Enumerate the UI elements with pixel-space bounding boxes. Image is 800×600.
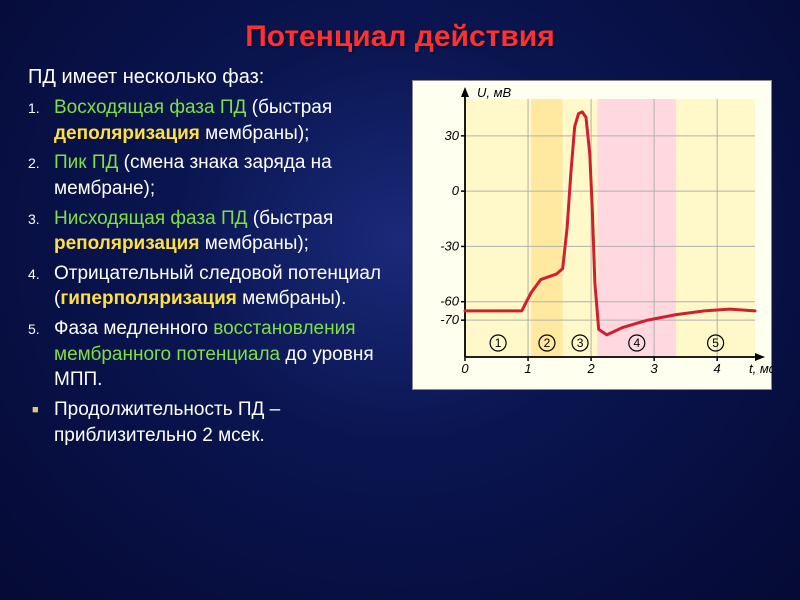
- svg-text:0: 0: [452, 183, 460, 198]
- chart-svg: 300-30-60-7001234U, мВt, мс12345: [413, 81, 773, 391]
- subtitle: ПД имеет несколько фаз:: [28, 66, 402, 89]
- svg-text:3: 3: [651, 361, 659, 376]
- slide-title: Потенциал действия: [0, 0, 800, 54]
- chart-column: 300-30-60-7001234U, мВt, мс12345: [412, 66, 782, 448]
- content-row: ПД имеет несколько фаз: Восходящая фаза …: [0, 54, 800, 448]
- list-item: Восходящая фаза ПД (быстрая деполяризаци…: [28, 95, 402, 146]
- svg-text:t, мс: t, мс: [749, 361, 773, 376]
- svg-text:4: 4: [714, 361, 721, 376]
- svg-text:30: 30: [445, 128, 460, 143]
- svg-text:2: 2: [586, 361, 595, 376]
- svg-text:2: 2: [544, 336, 551, 350]
- duration-bullet: Продолжительность ПД – приблизительно 2 …: [28, 397, 402, 448]
- list-item: Фаза медленного восстановления мембранно…: [28, 316, 402, 393]
- svg-text:0: 0: [461, 361, 469, 376]
- svg-text:1: 1: [495, 336, 502, 350]
- list-item: Пик ПД (смена знака заряда на мембране);: [28, 150, 402, 201]
- svg-text:5: 5: [712, 336, 719, 350]
- list-item: Отрицательный следовой потенциал (гиперп…: [28, 261, 402, 312]
- svg-text:4: 4: [633, 336, 640, 350]
- svg-text:3: 3: [577, 336, 584, 350]
- svg-text:-60: -60: [440, 294, 460, 309]
- svg-text:-30: -30: [440, 238, 460, 253]
- action-potential-chart: 300-30-60-7001234U, мВt, мс12345: [412, 80, 772, 390]
- text-column: ПД имеет несколько фаз: Восходящая фаза …: [28, 66, 412, 448]
- phase-list: Восходящая фаза ПД (быстрая деполяризаци…: [28, 95, 402, 393]
- svg-text:1: 1: [524, 361, 531, 376]
- svg-text:U, мВ: U, мВ: [477, 85, 512, 100]
- list-item: Нисходящая фаза ПД (быстрая реполяризаци…: [28, 206, 402, 257]
- svg-text:-70: -70: [440, 312, 460, 327]
